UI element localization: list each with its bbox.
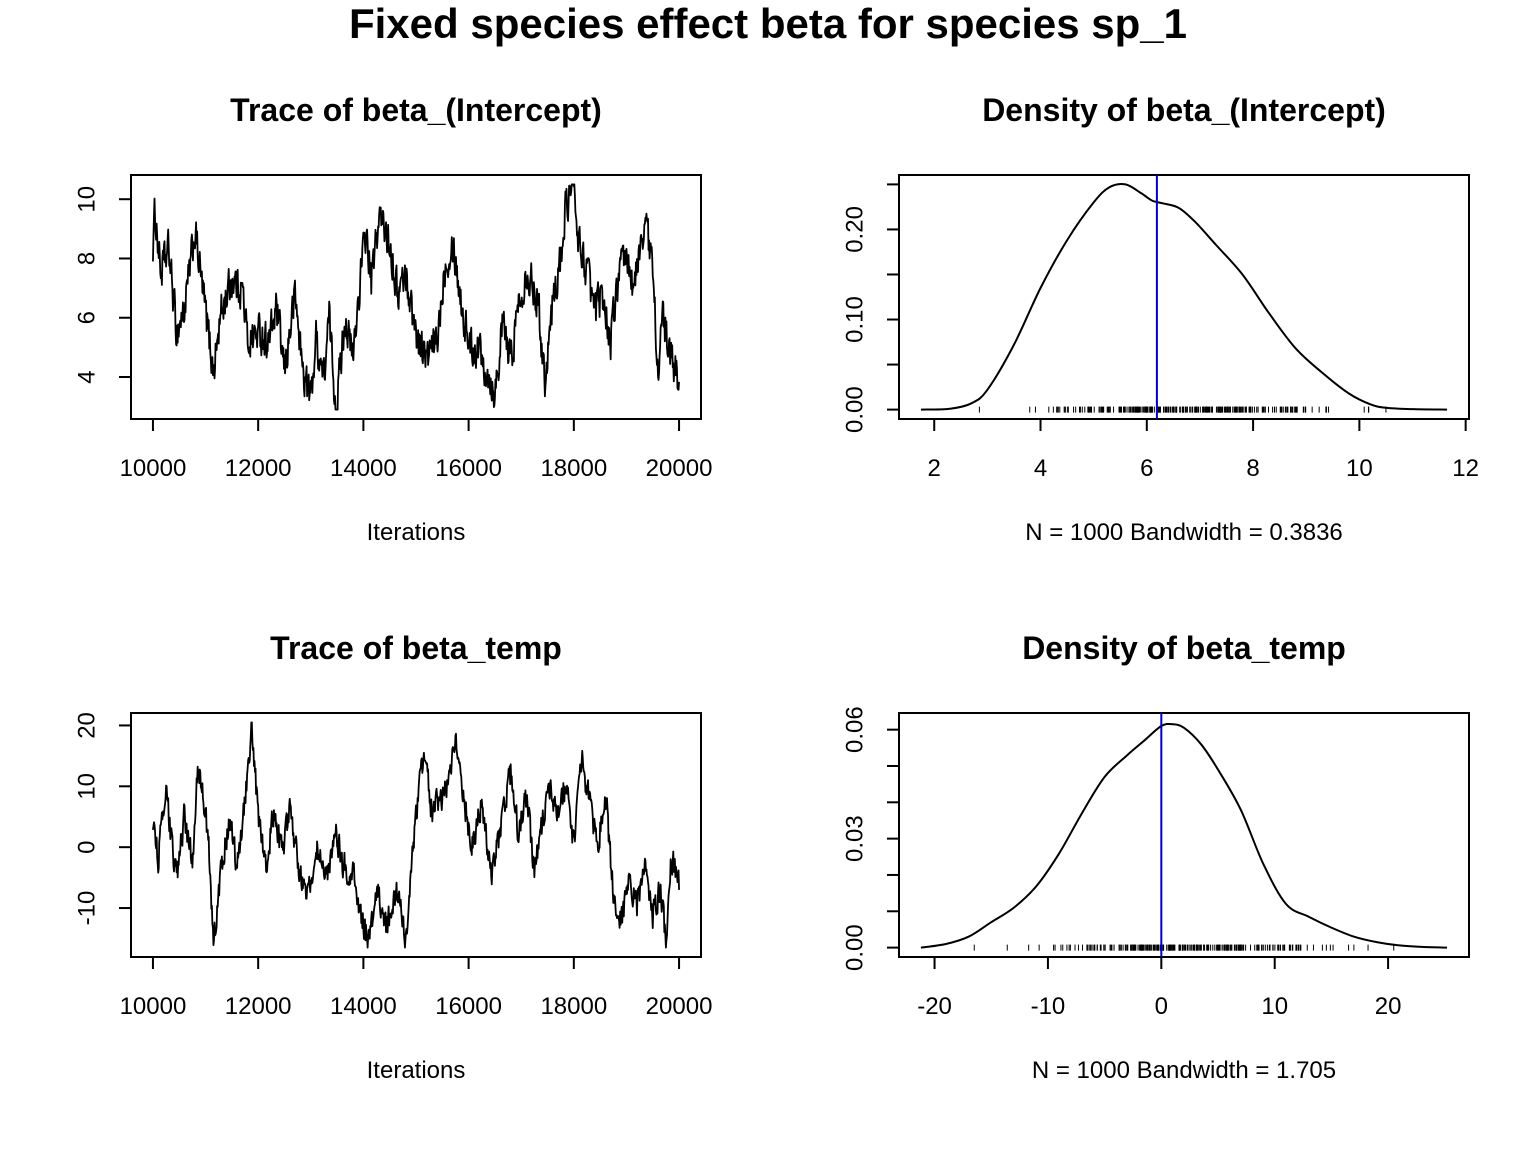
panel-title: Density of beta_temp [1022, 630, 1346, 666]
figure-title: Fixed species effect beta for species sp… [349, 0, 1187, 47]
rug-marks [973, 944, 1395, 951]
y-tick-label: 0.00 [842, 386, 869, 433]
x-tick-label: 8 [1246, 455, 1259, 482]
x-tick-label: 4 [1034, 455, 1047, 482]
x-tick-label: 16000 [435, 993, 502, 1020]
y-tick-label: 0.00 [842, 924, 869, 971]
y-tick-label: 0.06 [842, 706, 869, 753]
panel-trace-intercept: Trace of beta_(Intercept) 10000 12000 14000… [73, 92, 712, 546]
y-tick-label: 20 [74, 712, 101, 739]
y-tick-label: 10 [74, 773, 101, 800]
y-tick-label: 0 [74, 840, 101, 853]
x-tick-label: 12000 [225, 455, 292, 482]
x-tick-label: 20000 [646, 455, 713, 482]
x-tick-label: 10000 [120, 993, 187, 1020]
x-tick-label: 10 [1346, 455, 1373, 482]
x-tick-label: 14000 [330, 455, 397, 482]
x-tick-label: -10 [1031, 993, 1066, 1020]
panel-density-temp: Density of beta_temp -20 -10 0 10 20 0.00 0.03 0… [842, 630, 1470, 1084]
x-tick-label: 12 [1452, 455, 1479, 482]
y-tick-label: 8 [74, 252, 101, 265]
y-tick-label: 10 [73, 186, 100, 213]
y-tick-label: 0.20 [842, 206, 869, 253]
x-axis-label: Iterations [367, 519, 466, 546]
x-axis-label: Iterations [367, 1057, 466, 1084]
x-tick-label: 0 [1155, 993, 1168, 1020]
panel-title: Trace of beta_temp [270, 630, 562, 666]
panel-trace-temp: Trace of beta_temp 10000 12000 14000 16000 18… [74, 630, 713, 1084]
x-tick-label: 12000 [225, 993, 292, 1020]
series-line [920, 182, 1448, 411]
x-tick-label: 16000 [435, 455, 502, 482]
panels: Trace of beta_(Intercept) 10000 12000 14000… [73, 92, 1479, 1084]
series-line [152, 721, 680, 949]
panel-title: Density of beta_(Intercept) [982, 92, 1386, 128]
y-tick-label: -10 [74, 891, 101, 926]
x-tick-label: 20000 [646, 993, 713, 1020]
x-tick-label: 6 [1140, 455, 1153, 482]
series-line [920, 722, 1448, 949]
x-tick-label: -20 [917, 993, 952, 1020]
x-tick-label: 2 [928, 455, 941, 482]
y-tick-label: 0.03 [842, 815, 869, 862]
x-tick-label: 20 [1375, 993, 1402, 1020]
y-tick-label: 4 [74, 370, 101, 383]
x-tick-label: 14000 [330, 993, 397, 1020]
y-tick-label: 6 [74, 311, 101, 324]
panel-title: Trace of beta_(Intercept) [230, 92, 602, 128]
x-axis-label: N = 1000 Bandwidth = 0.3836 [1025, 519, 1343, 546]
rug-marks [978, 406, 1387, 413]
x-axis-label: N = 1000 Bandwidth = 1.705 [1032, 1057, 1336, 1084]
x-tick-label: 18000 [540, 993, 607, 1020]
x-tick-label: 18000 [540, 455, 607, 482]
panel-density-intercept: Density of beta_(Intercept) 2 4 6 8 10 12 0.00 0… [842, 92, 1480, 546]
x-tick-label: 10000 [120, 455, 187, 482]
series-line [152, 183, 680, 411]
x-tick-label: 10 [1261, 993, 1288, 1020]
y-tick-label: 0.10 [842, 296, 869, 343]
